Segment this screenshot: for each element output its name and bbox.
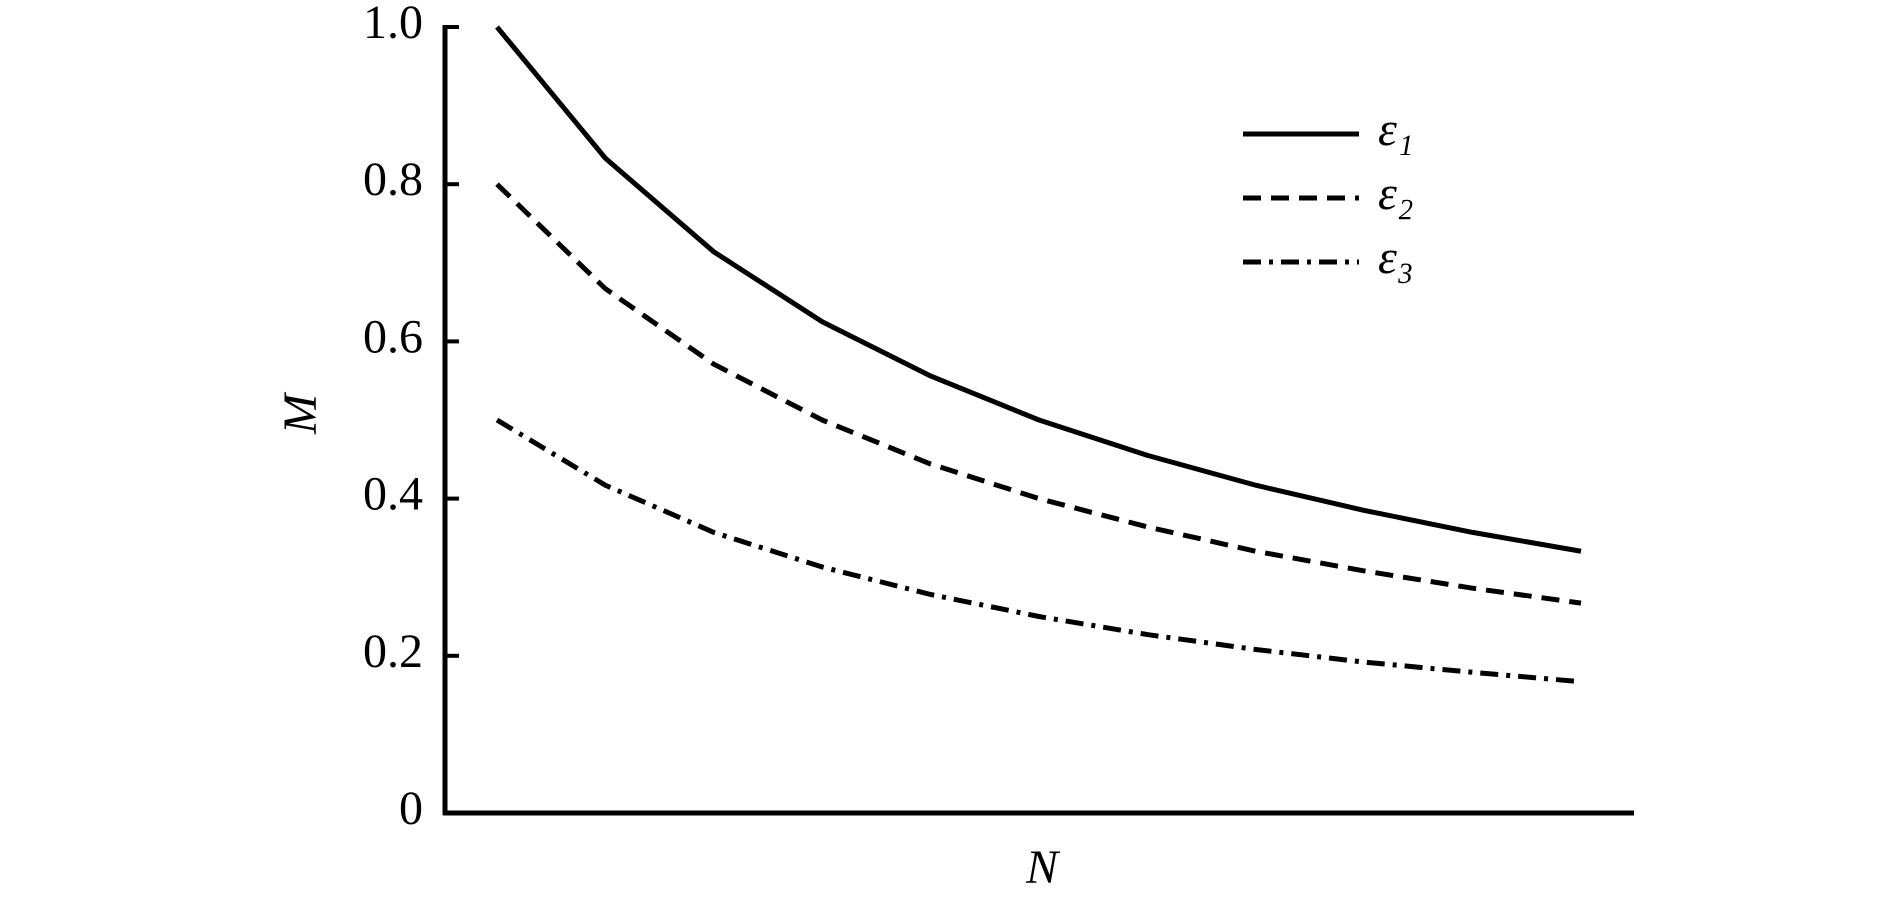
y-tick-label: 0.2 (363, 625, 423, 678)
x-axis-label: N (1025, 841, 1061, 894)
legend-label: ε₃ (1378, 231, 1414, 284)
line-series (495, 182, 1582, 606)
line-series (495, 25, 1582, 554)
y-axis-label: M (274, 391, 327, 435)
legend-label: ε₂ (1378, 167, 1414, 220)
y-tick-label: 0.4 (363, 468, 423, 521)
y-tick-label: 0.6 (363, 310, 423, 363)
y-tick-label: 0.8 (363, 153, 423, 206)
y-tick-label: 1.0 (363, 0, 423, 49)
line-series (495, 417, 1582, 685)
y-tick-label: 0 (399, 782, 423, 835)
legend-label: ε₁ (1378, 103, 1414, 156)
